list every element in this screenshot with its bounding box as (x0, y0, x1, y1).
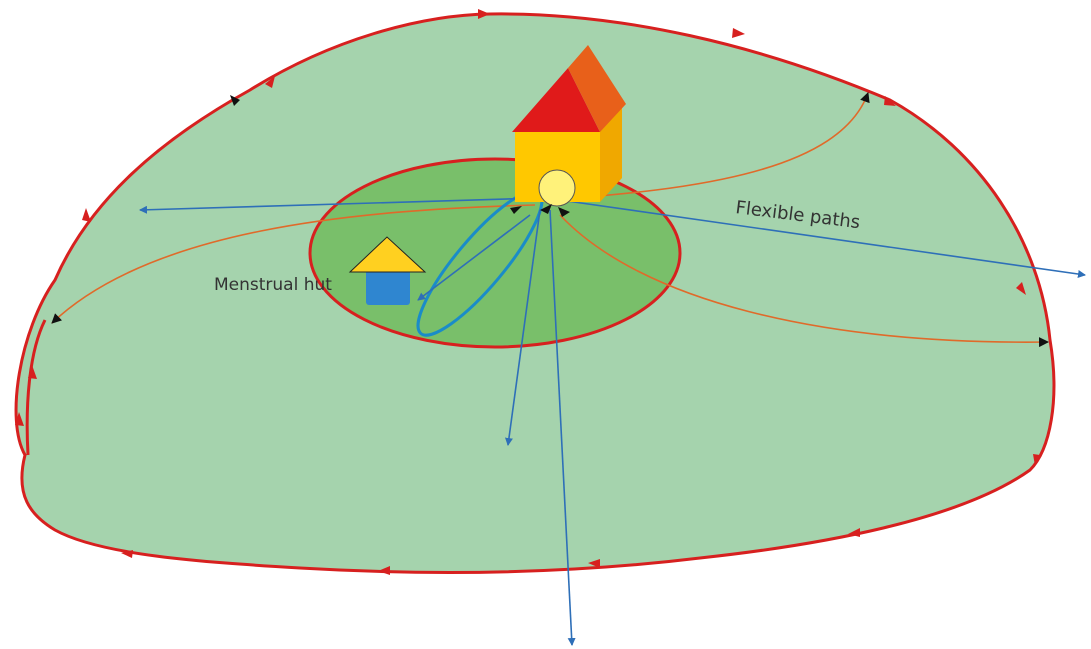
hut-label: Menstrual hut (214, 275, 332, 295)
small-arrow (230, 95, 240, 106)
range-arrows (15, 9, 1040, 575)
blue-paths (139, 197, 1086, 646)
house (510, 45, 626, 217)
menstrual-hut-icon (348, 236, 427, 305)
home-range (308, 157, 682, 349)
